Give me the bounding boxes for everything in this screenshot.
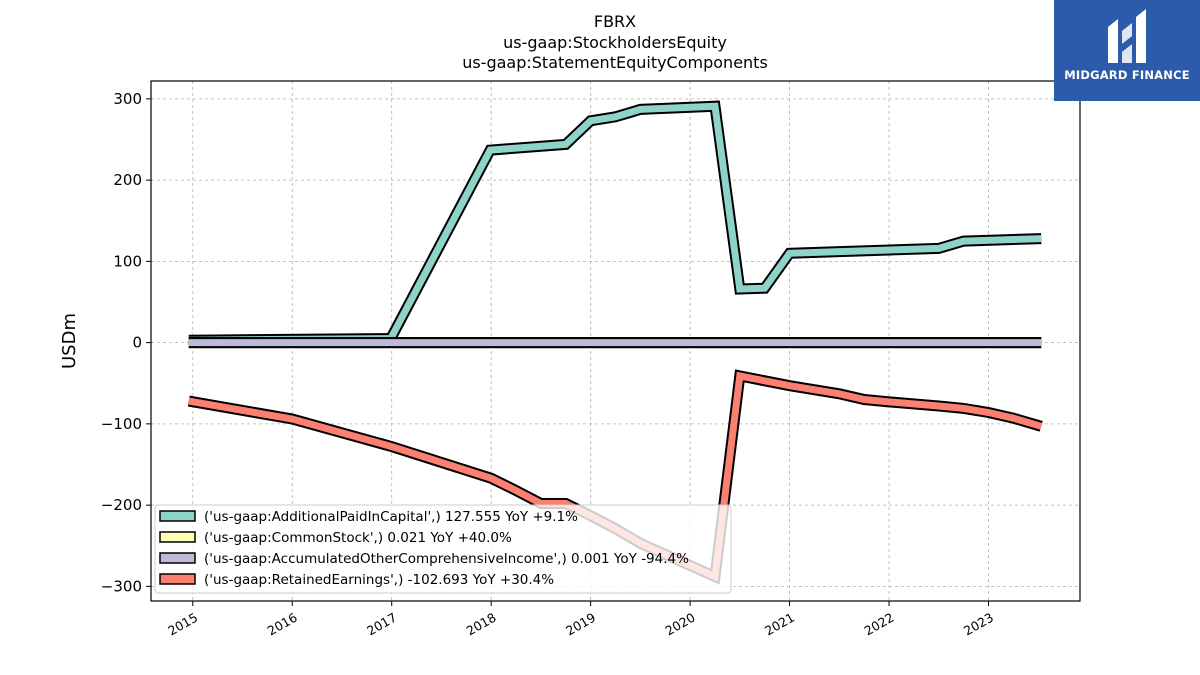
y-tick-label: 200 (113, 171, 142, 189)
legend-box (154, 504, 732, 594)
y-tick-label: 300 (113, 90, 142, 108)
legend-label: ('us-gaap:RetainedEarnings',) -102.693 Y… (204, 572, 554, 588)
chart-title-line-1: FBRX (594, 12, 636, 31)
y-tick-label: 0 (132, 334, 142, 352)
legend-item: ('us-gaap:CommonStock',) 0.021 YoY +40.0… (159, 530, 512, 546)
y-axis-label: USDm (59, 313, 80, 369)
chart-title-line-2: us-gaap:StockholdersEquity (503, 33, 727, 52)
legend-item: ('us-gaap:AccumulatedOtherComprehensiveI… (159, 551, 689, 567)
chart-title-line-3: us-gaap:StatementEquityComponents (462, 53, 768, 72)
legend-swatch (159, 573, 196, 585)
x-tick-label: 2020 (663, 610, 698, 639)
y-tick-label: −100 (101, 415, 142, 433)
y-tick-label: −300 (101, 577, 142, 595)
x-tick-label: 2021 (762, 610, 797, 639)
y-tick-label: −200 (101, 496, 142, 514)
x-tick-label: 2017 (364, 610, 399, 639)
legend-label: ('us-gaap:CommonStock',) 0.021 YoY +40.0… (204, 530, 512, 546)
legend-swatch (159, 531, 196, 543)
x-tick-label: 2019 (563, 610, 598, 639)
logo-text: MIDGARD FINANCE (1064, 68, 1190, 82)
x-tick-label: 2018 (464, 610, 499, 639)
y-tick-label: 100 (113, 252, 142, 270)
x-tick-label: 2022 (861, 610, 896, 639)
chart-title: FBRX us-gaap:StockholdersEquity us-gaap:… (462, 12, 768, 72)
legend-item: ('us-gaap:RetainedEarnings',) -102.693 Y… (159, 572, 554, 588)
x-tick-label: 2015 (165, 610, 200, 639)
legend-label: ('us-gaap:AdditionalPaidInCapital',) 127… (204, 509, 578, 525)
legend-label: ('us-gaap:AccumulatedOtherComprehensiveI… (204, 551, 689, 567)
x-tick-label: 2023 (961, 610, 996, 639)
legend-swatch (159, 552, 196, 564)
plot-area (150, 80, 1081, 602)
logo-mark-icon (1108, 9, 1146, 63)
x-tick-label: 2016 (265, 610, 300, 639)
brand-logo: MIDGARD FINANCE (1054, 0, 1200, 101)
series-1-outline (188, 100, 1042, 346)
legend-item: ('us-gaap:AdditionalPaidInCapital',) 127… (159, 509, 578, 525)
series-1-line (188, 102, 1042, 344)
legend: ('us-gaap:AdditionalPaidInCapital',) 127… (154, 504, 732, 594)
series-1 (188, 100, 1042, 346)
legend-swatch (159, 510, 196, 522)
